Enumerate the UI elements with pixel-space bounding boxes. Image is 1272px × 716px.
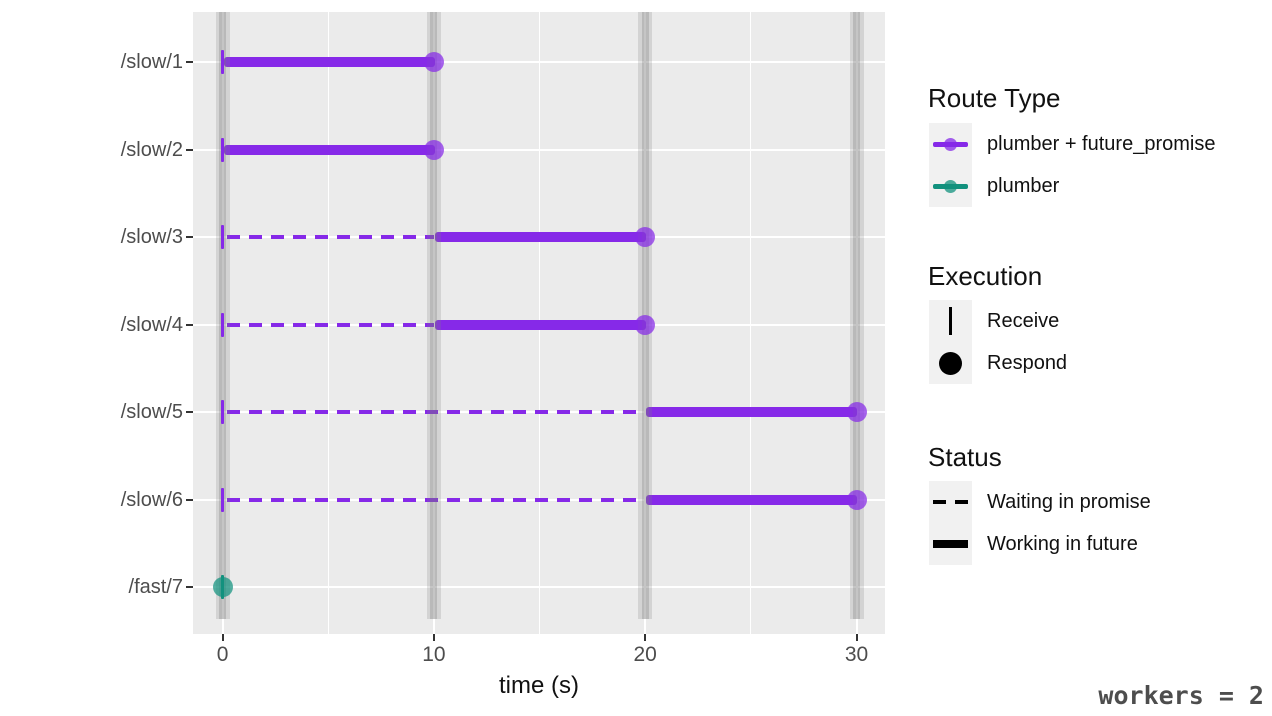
workers-annotation: workers = 2 xyxy=(1098,681,1264,710)
legend-label: Respond xyxy=(987,351,1068,374)
legend-entry-plumber: plumber xyxy=(929,165,1059,207)
receive-tick xyxy=(221,487,225,512)
legend-label: plumber + future_promise xyxy=(987,132,1216,155)
pointrange-glyph-teal-icon xyxy=(933,179,968,193)
respond-dot xyxy=(846,489,867,510)
x-axis-tick xyxy=(644,634,647,641)
point-icon xyxy=(944,179,957,193)
respond-dot xyxy=(846,402,867,422)
worker-activity-bar xyxy=(849,12,864,619)
plot-panel xyxy=(193,12,885,634)
legend-key-box xyxy=(929,523,972,565)
x-axis-tick xyxy=(221,634,224,641)
legend-entry-respond: Respond xyxy=(929,342,1067,384)
y-axis-tick xyxy=(186,411,193,413)
y-axis-tick xyxy=(186,61,193,63)
legend-key-box xyxy=(929,165,972,207)
receive-tick xyxy=(221,312,225,337)
work-segment xyxy=(434,232,647,242)
y-axis-label: /slow/1 xyxy=(120,51,183,73)
receive-tick xyxy=(221,225,225,249)
pointrange-glyph-purple-icon xyxy=(933,137,968,151)
legend-title-status: Status xyxy=(928,442,1002,472)
receive-tick xyxy=(221,50,225,74)
work-segment xyxy=(434,319,647,330)
respond-dot xyxy=(212,577,233,597)
legend-label: Receive xyxy=(987,309,1060,332)
legend-label: Waiting in promise xyxy=(987,490,1151,513)
point-icon xyxy=(944,137,957,151)
legend-key-box xyxy=(929,123,972,165)
legend-key-box xyxy=(929,481,972,523)
legend-title-route-type: Route Type xyxy=(928,83,1061,113)
work-segment xyxy=(223,57,435,67)
y-axis-label: /slow/4 xyxy=(120,313,183,336)
y-axis-label: /slow/6 xyxy=(120,488,183,511)
worker-activity-bar-core xyxy=(853,12,860,619)
respond-dot xyxy=(635,227,656,247)
wait-segment xyxy=(226,497,646,502)
gridline-v-major xyxy=(855,12,858,634)
y-axis-tick xyxy=(186,498,193,501)
x-axis-title: time (s) xyxy=(499,672,579,699)
legend-entry-plumber-future-promise: plumber + future_promise xyxy=(929,123,1215,165)
y-axis-label: /slow/5 xyxy=(120,401,183,423)
y-axis-tick xyxy=(186,148,193,151)
y-axis-tick xyxy=(186,586,193,588)
wait-segment xyxy=(226,235,434,239)
y-axis-label: /slow/2 xyxy=(120,138,183,161)
wait-segment xyxy=(226,410,646,414)
x-axis-tick xyxy=(432,634,435,641)
x-axis-tick xyxy=(855,634,858,641)
respond-dot xyxy=(423,139,444,160)
x-axis-tick-label: 10 xyxy=(422,643,446,666)
legend-entry-waiting-in-promise: Waiting in promise xyxy=(929,481,1151,523)
y-axis-tick xyxy=(186,323,193,326)
work-segment xyxy=(646,407,858,417)
gridline-h xyxy=(193,586,885,588)
work-segment xyxy=(223,144,435,155)
gridline-h xyxy=(193,61,885,63)
respond-dot xyxy=(635,314,656,335)
y-axis-label: /slow/3 xyxy=(120,226,183,248)
work-segment xyxy=(646,494,858,505)
receive-tick xyxy=(221,400,225,424)
solid-line-icon xyxy=(933,540,968,548)
wait-segment xyxy=(226,322,434,327)
respond-circle-icon xyxy=(939,351,962,375)
dashed-line-icon xyxy=(933,500,968,504)
legend-key-box xyxy=(929,300,972,342)
legend-key-box xyxy=(929,342,972,384)
respond-dot xyxy=(423,52,444,72)
y-axis-tick xyxy=(186,236,193,238)
legend-entry-working-in-future: Working in future xyxy=(929,523,1138,565)
worker-activity-bar-core xyxy=(430,12,438,619)
x-axis-tick-label: 0 xyxy=(216,643,229,666)
x-axis-tick-label: 30 xyxy=(844,643,869,666)
legend-title-execution: Execution xyxy=(928,261,1043,291)
worker-activity-bar xyxy=(426,12,441,619)
legend-label: Working in future xyxy=(987,532,1138,555)
y-axis-label: /fast/7 xyxy=(128,576,183,598)
gridline-v-minor xyxy=(750,12,752,634)
legend-label: plumber xyxy=(987,174,1060,197)
x-axis-tick-label: 20 xyxy=(633,643,657,666)
receive-tick-icon xyxy=(949,307,952,335)
receive-tick xyxy=(221,137,225,162)
gridline-v-major xyxy=(432,12,435,634)
gridline-h xyxy=(193,148,885,151)
legend-entry-receive: Receive xyxy=(929,300,1059,342)
